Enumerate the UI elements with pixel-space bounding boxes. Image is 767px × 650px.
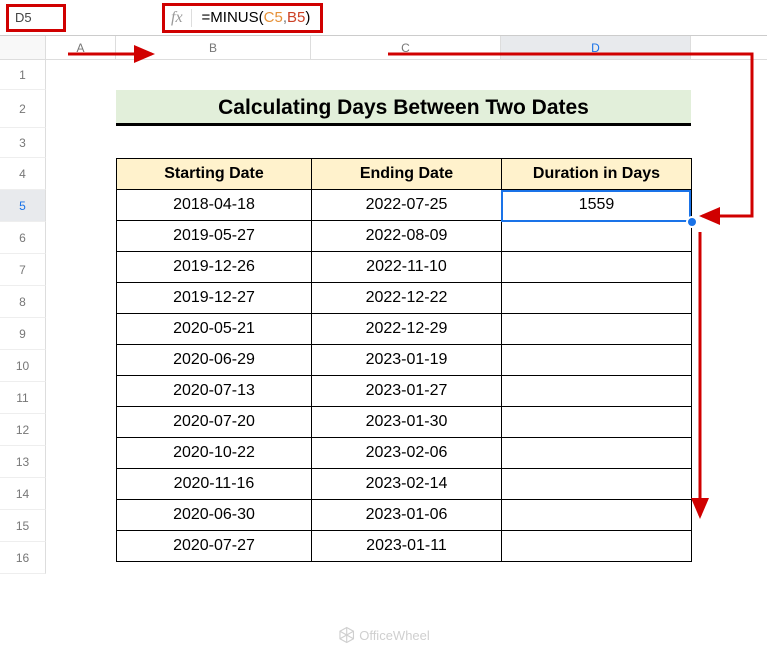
table-row: 2019-12-262022-11-10 (117, 252, 692, 283)
table-cell[interactable]: 2023-02-06 (312, 438, 502, 469)
row-header-4[interactable]: 4 (0, 158, 46, 190)
table-cell[interactable]: 2023-01-30 (312, 407, 502, 438)
table-header[interactable]: Starting Date (117, 159, 312, 190)
table-cell[interactable] (502, 500, 692, 531)
title-cell: Calculating Days Between Two Dates (116, 90, 691, 126)
column-header-A[interactable]: A (46, 36, 116, 59)
table-row: 2020-07-132023-01-27 (117, 376, 692, 407)
fx-label: fx (171, 9, 192, 27)
row-header-8[interactable]: 8 (0, 286, 46, 318)
table-cell[interactable]: 2022-11-10 (312, 252, 502, 283)
column-header-D[interactable]: D (501, 36, 691, 59)
table-cell[interactable] (502, 345, 692, 376)
table-cell[interactable]: 2023-01-19 (312, 345, 502, 376)
table-header[interactable]: Duration in Days (502, 159, 692, 190)
table-row: 2020-11-162023-02-14 (117, 469, 692, 500)
row-header-16[interactable]: 16 (0, 542, 46, 574)
table-cell[interactable]: 2020-10-22 (117, 438, 312, 469)
formula-text: =MINUS(C5,B5) (202, 9, 311, 26)
column-header-C[interactable]: C (311, 36, 501, 59)
table-row: 2019-12-272022-12-22 (117, 283, 692, 314)
row-header-2[interactable]: 2 (0, 90, 46, 128)
table-cell[interactable] (502, 314, 692, 345)
watermark-text: OfficeWheel (359, 628, 430, 643)
fill-handle[interactable] (686, 216, 698, 228)
formula-input-area[interactable]: fx =MINUS(C5,B5) (162, 3, 323, 33)
row-headers: 12345678910111213141516 (0, 60, 46, 574)
table-cell[interactable]: 2020-05-21 (117, 314, 312, 345)
row-header-12[interactable]: 12 (0, 414, 46, 446)
table-cell[interactable]: 2020-07-27 (117, 531, 312, 562)
table-cell[interactable]: 2023-01-27 (312, 376, 502, 407)
table-cell[interactable] (502, 221, 692, 252)
table-cell[interactable]: 2023-01-06 (312, 500, 502, 531)
cell-reference-text: D5 (15, 10, 32, 25)
row-header-10[interactable]: 10 (0, 350, 46, 382)
table-cell[interactable]: 2022-12-22 (312, 283, 502, 314)
table-cell[interactable]: 2020-07-13 (117, 376, 312, 407)
table-row: 2018-04-182022-07-251559 (117, 190, 692, 221)
table-row: 2020-10-222023-02-06 (117, 438, 692, 469)
table-cell[interactable]: 2018-04-18 (117, 190, 312, 221)
select-all-corner[interactable] (0, 36, 46, 59)
table-row: 2020-07-202023-01-30 (117, 407, 692, 438)
table-row: 2019-05-272022-08-09 (117, 221, 692, 252)
table-row: 2020-06-292023-01-19 (117, 345, 692, 376)
table-cell[interactable]: 2019-12-26 (117, 252, 312, 283)
table-cell[interactable] (502, 531, 692, 562)
row-header-9[interactable]: 9 (0, 318, 46, 350)
watermark: OfficeWheel (337, 626, 430, 644)
table-row: 2020-07-272023-01-11 (117, 531, 692, 562)
spreadsheet-grid: ABCD 12345678910111213141516 Calculating… (0, 36, 767, 650)
table-cell[interactable]: 2023-02-14 (312, 469, 502, 500)
table-cell[interactable] (502, 469, 692, 500)
table-cell[interactable]: 2019-12-27 (117, 283, 312, 314)
table-cell[interactable]: 2020-11-16 (117, 469, 312, 500)
row-header-1[interactable]: 1 (0, 60, 46, 90)
table-cell[interactable] (502, 438, 692, 469)
table-cell[interactable] (502, 376, 692, 407)
table-cell[interactable]: 2020-06-30 (117, 500, 312, 531)
table-cell[interactable]: 2023-01-11 (312, 531, 502, 562)
formula-bar: D5 fx =MINUS(C5,B5) (0, 0, 767, 36)
row-header-6[interactable]: 6 (0, 222, 46, 254)
cell-reference-box[interactable]: D5 (6, 4, 66, 32)
table-row: 2020-05-212022-12-29 (117, 314, 692, 345)
table-cell[interactable]: 2022-07-25 (312, 190, 502, 221)
row-header-3[interactable]: 3 (0, 128, 46, 158)
row-header-7[interactable]: 7 (0, 254, 46, 286)
table-cell[interactable]: 1559 (502, 190, 692, 221)
logo-icon (337, 626, 355, 644)
row-header-11[interactable]: 11 (0, 382, 46, 414)
table-cell[interactable] (502, 252, 692, 283)
sheet-title: Calculating Days Between Two Dates (116, 90, 691, 126)
row-header-15[interactable]: 15 (0, 510, 46, 542)
table-cell[interactable]: 2022-12-29 (312, 314, 502, 345)
data-table: Starting DateEnding DateDuration in Days… (116, 158, 692, 562)
table-cell[interactable]: 2020-07-20 (117, 407, 312, 438)
row-header-5[interactable]: 5 (0, 190, 46, 222)
table-cell[interactable] (502, 283, 692, 314)
table-header[interactable]: Ending Date (312, 159, 502, 190)
table-cell[interactable] (502, 407, 692, 438)
table-cell[interactable]: 2019-05-27 (117, 221, 312, 252)
column-headers: ABCD (0, 36, 767, 60)
table-cell[interactable]: 2020-06-29 (117, 345, 312, 376)
row-header-13[interactable]: 13 (0, 446, 46, 478)
table-cell[interactable]: 2022-08-09 (312, 221, 502, 252)
column-header-B[interactable]: B (116, 36, 311, 59)
cells-area[interactable]: Calculating Days Between Two Dates Start… (46, 60, 767, 574)
table-row: 2020-06-302023-01-06 (117, 500, 692, 531)
row-header-14[interactable]: 14 (0, 478, 46, 510)
